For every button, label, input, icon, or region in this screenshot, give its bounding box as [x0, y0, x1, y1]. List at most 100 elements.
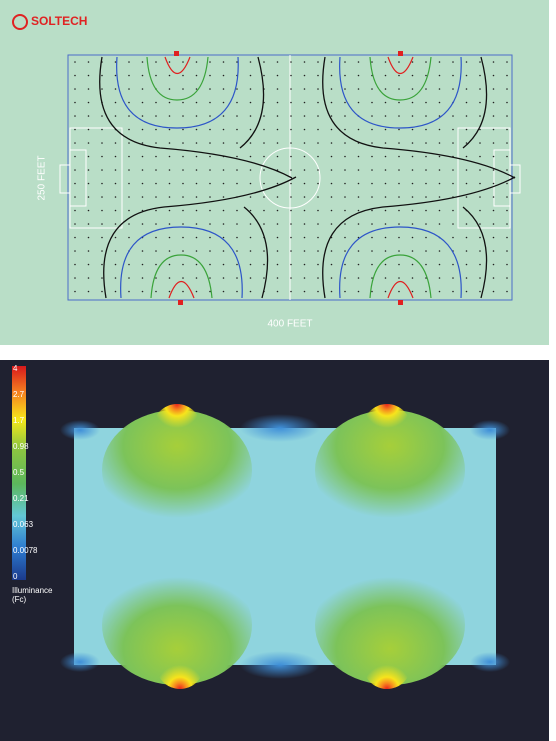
grid-point [317, 250, 319, 252]
grid-point [344, 182, 346, 185]
grid-point [182, 182, 184, 185]
grid-point [128, 277, 130, 279]
grid-point [101, 236, 103, 239]
grid-point [128, 115, 130, 117]
grid-point [384, 88, 387, 90]
grid-point [492, 250, 495, 252]
grid-point [425, 142, 427, 144]
grid-point [425, 209, 427, 212]
grid-point [317, 142, 319, 144]
grid-point [330, 263, 333, 266]
grid-point [195, 209, 198, 212]
grid-point [465, 182, 468, 185]
grid-point [317, 182, 319, 185]
grid-point [74, 209, 76, 212]
grid-point [101, 182, 103, 185]
grid-point [452, 61, 454, 63]
grid-point [492, 128, 495, 131]
grid-point [155, 290, 157, 293]
grid-point [398, 61, 400, 63]
grid-point [276, 277, 279, 279]
grid-point [438, 196, 441, 198]
grid-point [182, 74, 184, 77]
grid-point [101, 250, 103, 252]
grid-point [276, 196, 279, 198]
grid-point [168, 155, 171, 158]
grid-point [195, 61, 198, 63]
grid-point [411, 74, 414, 77]
grid-point [114, 209, 117, 212]
grid-point [263, 182, 265, 185]
grid-point [263, 169, 265, 171]
grid-point [411, 182, 414, 185]
legend-label: 2.7 [13, 390, 25, 399]
grid-point [222, 74, 225, 77]
grid-point [384, 250, 387, 252]
grid-point [87, 61, 90, 63]
grid-point [74, 74, 76, 77]
grid-point [168, 196, 171, 198]
grid-point [222, 263, 225, 266]
grid-point [290, 236, 292, 239]
grid-point [276, 74, 279, 77]
grid-point [249, 290, 252, 293]
grid-point [371, 169, 373, 171]
grid-point [506, 61, 508, 63]
grid-point [276, 101, 279, 104]
grid-point [438, 61, 441, 63]
grid-point [195, 250, 198, 252]
grid-point [276, 115, 279, 117]
grid-point [452, 290, 454, 293]
grid-point [330, 196, 333, 198]
grid-point [209, 182, 211, 185]
grid-point [492, 115, 495, 117]
grid-point [506, 88, 508, 90]
grid-point [479, 223, 481, 225]
grid-point [438, 142, 441, 144]
grid-point [209, 88, 211, 90]
grid-point [479, 236, 481, 239]
grid-point [344, 290, 346, 293]
grid-point [168, 101, 171, 104]
grid-point [330, 128, 333, 131]
grid-point [74, 223, 76, 225]
grid-point [411, 236, 414, 239]
grid-point [438, 209, 441, 212]
grid-point [411, 290, 414, 293]
grid-point [168, 182, 171, 185]
grid-point [317, 88, 319, 90]
grid-point [506, 196, 508, 198]
grid-point [195, 290, 198, 293]
grid-point [249, 250, 252, 252]
grid-point [182, 88, 184, 90]
grid-point [276, 236, 279, 239]
grid-point [182, 290, 184, 293]
grid-point [384, 142, 387, 144]
grid-point [249, 74, 252, 77]
grid-point [506, 250, 508, 252]
grid-point [114, 101, 117, 104]
grid-point [357, 61, 360, 63]
grid-point [344, 88, 346, 90]
grid-point [398, 290, 400, 293]
grid-point [209, 290, 211, 293]
grid-point [155, 101, 157, 104]
grid-point [492, 277, 495, 279]
grid-point [290, 155, 292, 158]
grid-point [236, 209, 238, 212]
grid-point [479, 290, 481, 293]
grid-point [74, 155, 76, 158]
grid-point [452, 277, 454, 279]
grid-point [74, 182, 76, 185]
grid-point [114, 61, 117, 63]
grid-point [384, 115, 387, 117]
grid-point [438, 128, 441, 131]
grid-point [357, 182, 360, 185]
grid-point [87, 169, 90, 171]
grid-point [330, 101, 333, 104]
grid-point [236, 61, 238, 63]
grid-point [74, 263, 76, 266]
grid-point [155, 250, 157, 252]
grid-point [344, 128, 346, 131]
grid-point [425, 196, 427, 198]
